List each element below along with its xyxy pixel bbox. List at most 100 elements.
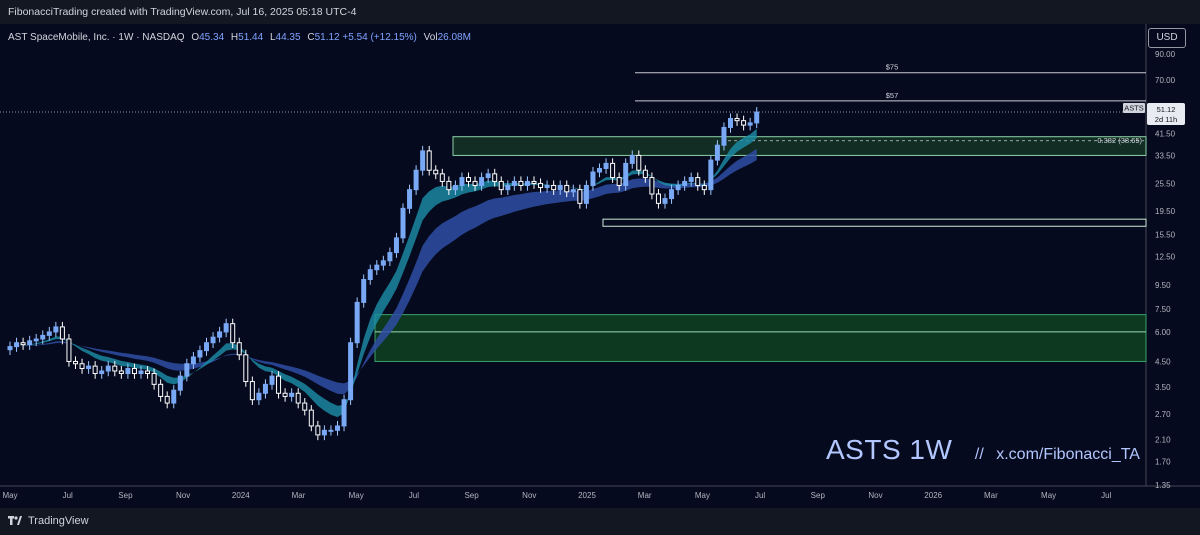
time-tick-label: Nov [522, 491, 536, 500]
candle-body [158, 383, 164, 397]
candle-body [597, 167, 602, 173]
bottom-bar: TradingView [0, 508, 1200, 535]
candle-body [557, 184, 563, 191]
price-tick-label: 1.70 [1155, 457, 1171, 466]
watermark-title: ASTS 1W [826, 434, 953, 465]
time-tick-label: Jul [409, 491, 419, 500]
time-tick-label: Sep [464, 491, 479, 500]
candle-body [302, 402, 308, 411]
price-tick-label: 15.50 [1155, 231, 1176, 240]
time-tick-label: Mar [638, 491, 652, 500]
watermark-handle: x.com/Fibonacci_TA [996, 446, 1140, 463]
price-tick-label: 25.50 [1155, 179, 1176, 188]
candle-body [466, 177, 471, 182]
candle-body [695, 177, 701, 186]
candle-body [721, 126, 727, 146]
time-tick-label: Jul [1101, 491, 1111, 500]
candle-body [649, 177, 655, 195]
currency-button[interactable]: USD [1148, 28, 1186, 48]
price-tick-label: 6.00 [1155, 328, 1171, 337]
candle-body [564, 184, 570, 193]
time-tick-label: May [1041, 491, 1056, 500]
high-value: 51.44 [238, 32, 264, 43]
symbol-tag-box [1123, 103, 1145, 114]
candle-body [249, 381, 255, 401]
price-tick-label: 7.50 [1155, 305, 1171, 314]
low-value: 44.35 [275, 32, 301, 43]
candle-body [590, 171, 596, 186]
candle-body [40, 334, 46, 340]
candle-body [747, 122, 753, 126]
candle-body [688, 177, 694, 182]
volume-value: 26.08M [437, 32, 471, 43]
symbol-legend: AST SpaceMobile, Inc. · 1W · NASDAQ O45.… [8, 32, 471, 43]
candle-body [603, 162, 609, 169]
candle-body [524, 180, 530, 186]
candle-body [243, 354, 249, 383]
candle-body [46, 331, 52, 336]
price-chart[interactable]: $75$570.382 (38.65)90.0070.0054.0041.503… [0, 24, 1200, 508]
candle-body [400, 207, 406, 239]
candle-body [308, 409, 314, 427]
candle-body [335, 425, 340, 431]
candle-body [459, 177, 465, 186]
candle-body [217, 331, 223, 338]
candle-body [511, 180, 517, 186]
candle-body [99, 370, 105, 375]
candle-body [714, 144, 720, 161]
candle-body [452, 184, 458, 191]
price-tick-label: 4.50 [1155, 357, 1171, 366]
candle-body [479, 177, 485, 186]
candles-group [7, 107, 760, 441]
candle-body [269, 375, 275, 385]
candle-body [276, 375, 282, 394]
candle-body [223, 323, 229, 333]
candle-body [636, 154, 642, 171]
candle-body [485, 173, 491, 179]
candle-body [348, 342, 354, 401]
candle-body [413, 169, 419, 191]
candle-body [505, 184, 511, 191]
candle-body [387, 252, 393, 262]
open-label: O [191, 32, 200, 43]
candle-body [433, 169, 439, 175]
candle-body [295, 392, 301, 404]
bar-countdown: 2d 11h [1155, 115, 1177, 124]
candle-body [92, 365, 98, 375]
candle-body [374, 264, 380, 271]
chart-area[interactable]: $75$570.382 (38.65)90.0070.0054.0041.503… [0, 24, 1200, 508]
high-label: H [230, 32, 239, 43]
candle-body [73, 360, 78, 365]
time-tick-label: Mar [984, 491, 998, 500]
candle-body [577, 189, 583, 204]
candle-body [236, 342, 242, 356]
price-tick-label: 2.10 [1155, 436, 1171, 445]
candle-body [256, 392, 262, 401]
candle-body [328, 429, 334, 432]
candle-body [669, 189, 675, 200]
time-tick-label: 2024 [232, 491, 250, 500]
candle-body [105, 365, 111, 372]
time-tick-label: 2025 [578, 491, 596, 500]
low-label: L [269, 32, 276, 43]
candle-body [610, 162, 616, 179]
open-value: 45.34 [199, 32, 225, 43]
candle-body [177, 375, 183, 391]
tradingview-logo[interactable]: TradingView [8, 515, 89, 527]
candle-body [125, 368, 131, 375]
candle-body [262, 383, 268, 394]
candle-body [642, 169, 648, 179]
time-tick-label: Jul [63, 491, 73, 500]
price-tick-label: 90.00 [1155, 50, 1176, 59]
candle-body [151, 373, 157, 385]
candle-body [210, 336, 216, 344]
time-tick-label: Jul [755, 491, 765, 500]
candle-body [708, 159, 714, 191]
candle-body [367, 269, 373, 280]
candle-body [551, 184, 557, 191]
publisher-caption: FibonacciTrading created with TradingVie… [8, 6, 357, 18]
candle-body [426, 150, 432, 171]
candle-body [439, 173, 445, 182]
candle-body [616, 177, 622, 186]
candle-body [164, 395, 170, 404]
